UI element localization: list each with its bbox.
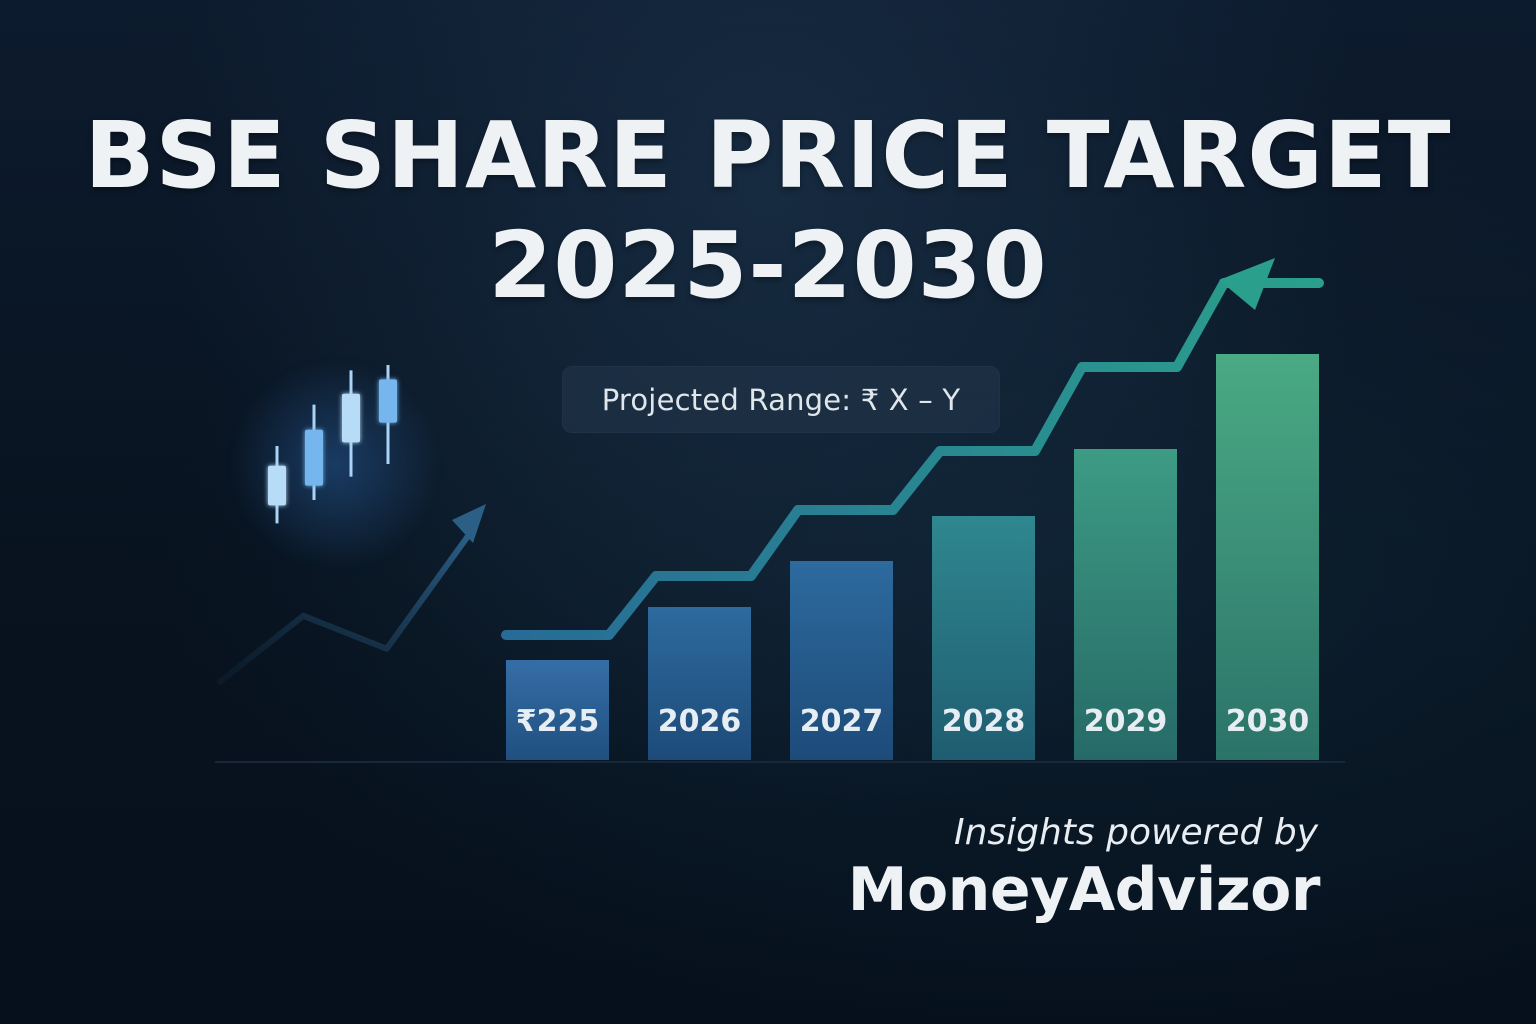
bar-5 [1216,354,1319,760]
brand-name: MoneyAdvizor [847,855,1321,925]
bar-series [506,354,1319,760]
left-trend-arrow-head [452,504,486,543]
trend-arrow-head [1219,258,1275,310]
projected-range-badge: Projected Range: ₹ X – Y [562,366,1000,433]
trend-line-group [501,258,1324,640]
candle-body-3 [379,379,397,423]
projected-range-text: Projected Range: ₹ X – Y [601,382,961,417]
candles-glow [220,360,450,570]
bar-label-2: 2027 [800,704,884,739]
bar-label-4: 2029 [1084,704,1168,739]
bar-label-5: 2030 [1226,704,1310,739]
main-title-line-2: 2025-2030 [488,212,1048,319]
brand-subtitle: Insights powered by [953,812,1318,853]
bar-label-1: 2026 [658,704,742,739]
left-trend-line [217,530,473,685]
candlestick-group [268,365,397,524]
candle-body-1 [305,429,323,486]
bar-3 [932,516,1035,760]
trend-line [501,278,1324,640]
bar-1 [648,607,751,760]
left-decoration [217,504,486,685]
bar-0 [506,660,609,760]
candle-body-0 [268,465,286,506]
bar-label-0: ₹225 [516,704,600,739]
bar-label-3: 2028 [942,704,1026,739]
bar-4 [1074,449,1177,760]
main-title-line-1: BSE SHARE PRICE TARGET [84,102,1452,209]
bar-label-group: ₹225 2026 2027 2028 2029 2030 [516,704,1310,739]
bar-2 [790,561,893,760]
candle-body-2 [342,393,360,443]
